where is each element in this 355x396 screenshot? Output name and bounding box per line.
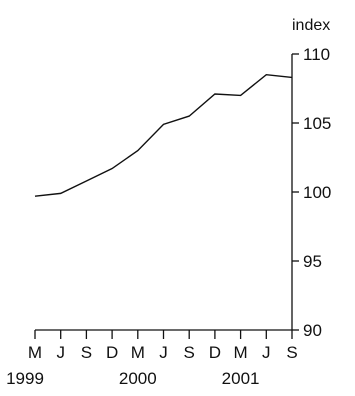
x-tick-label: M: [28, 343, 42, 362]
y-tick-label: 105: [303, 114, 331, 133]
x-tick-label: J: [159, 343, 168, 362]
x-tick-label: J: [56, 343, 65, 362]
x-tick-label: M: [131, 343, 145, 362]
x-tick-label: D: [209, 343, 221, 362]
x-tick-label: M: [234, 343, 248, 362]
y-tick-label: 95: [303, 252, 322, 271]
y-axis: 90 95 100 105 110: [291, 45, 331, 340]
x-tick-label: S: [81, 343, 92, 362]
x-tick-label: S: [286, 343, 297, 362]
x-year-label: 1999: [6, 369, 44, 388]
y-tick-label: 100: [303, 183, 331, 202]
y-axis-title: index: [292, 17, 330, 34]
y-tick-label: 90: [303, 321, 322, 340]
x-tick-label: S: [184, 343, 195, 362]
series-line-0: [34, 73, 293, 197]
series-layer: [34, 73, 293, 197]
x-year-label: 2001: [222, 369, 260, 388]
y-tick-label: 110: [303, 45, 330, 64]
x-year-label: 2000: [119, 369, 157, 388]
x-tick-label: D: [106, 343, 118, 362]
x-tick-label: J: [262, 343, 271, 362]
